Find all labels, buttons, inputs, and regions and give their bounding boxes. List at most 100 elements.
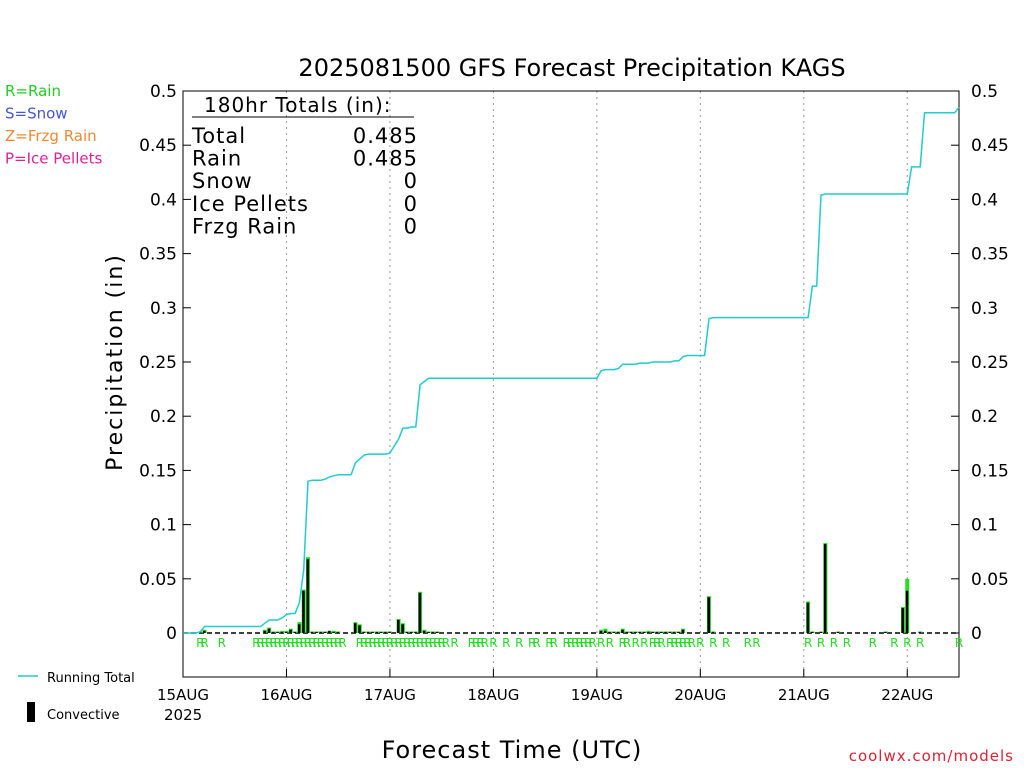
bar-convective-51 <box>651 631 654 633</box>
type-marker-34: R <box>399 636 407 650</box>
type-marker-25: R <box>360 636 368 650</box>
y-tick-label-left-0: 0 <box>166 624 177 644</box>
x-axis-label: Forecast Time (UTC) <box>382 736 643 764</box>
y-tick-label-right-3: 0.15 <box>971 461 1009 481</box>
bar-convective-33 <box>414 631 417 633</box>
watermark: coolwx.com/models <box>849 747 1014 765</box>
totals-row-value-0: 0.485 <box>353 124 418 148</box>
bar-convective-23 <box>366 631 370 633</box>
y-tick-label-right-4: 0.2 <box>971 407 998 427</box>
type-legend-item-2: Z=Frzg Rain <box>5 127 97 145</box>
type-marker-41: R <box>429 636 437 650</box>
type-marker-18: R <box>317 636 325 650</box>
legend-label-running-total: Running Total <box>47 671 135 686</box>
y-tick-label-right-8: 0.4 <box>971 190 998 210</box>
type-marker-85: R <box>817 636 825 650</box>
type-marker-51: R <box>502 636 510 650</box>
bar-convective-30 <box>401 624 404 633</box>
type-legend-item-0: R=Rain <box>5 82 61 100</box>
bar-convective-21 <box>358 625 361 633</box>
bar-convective-16 <box>323 631 327 633</box>
bar-convective-53 <box>660 631 663 633</box>
x-axis: 15AUG 16AUG 17AUG 18AUG 19AUG 20AUG 21AUG 22AUG <box>157 669 933 704</box>
bar-convective-11 <box>302 590 305 633</box>
bar-convective-62 <box>810 631 814 633</box>
bar-convective-61 <box>806 602 810 633</box>
totals-rows: Total 0.485 Rain 0.485 Snow 0 Ice Pellets 0 Frzg… <box>191 124 418 238</box>
bar-convective-64 <box>823 544 827 633</box>
bar-convective-58 <box>681 629 685 633</box>
type-marker-32: R <box>390 636 398 650</box>
bar-convective-67 <box>901 608 904 633</box>
bar-convective-69 <box>918 631 922 633</box>
type-marker-21: R <box>330 636 338 650</box>
bar-convective-42 <box>612 631 616 633</box>
type-marker-45: R <box>450 636 458 650</box>
bar-convective-1 <box>203 630 206 633</box>
type-marker-11: R <box>287 636 295 650</box>
type-marker-61: R <box>580 636 588 650</box>
type-marker-38: R <box>416 636 424 650</box>
bar-convective-15 <box>319 631 322 633</box>
type-marker-6: R <box>265 636 273 650</box>
type-marker-87: R <box>843 636 851 650</box>
bar-convective-46 <box>629 631 633 633</box>
y-tick-label-left-2: 0.1 <box>150 516 177 536</box>
y-tick-label-right-5: 0.25 <box>971 353 1009 373</box>
y-tick-label-right-1: 0.05 <box>971 570 1009 590</box>
x-tick-label-1: 16AUG <box>260 686 312 704</box>
legend-label-convective: Convective <box>47 708 120 723</box>
bar-convective-13 <box>310 631 314 633</box>
type-marker-92: R <box>955 636 963 650</box>
y-axis-label: Precipitation (in) <box>103 253 128 471</box>
bar-convective-44 <box>621 629 624 633</box>
type-marker-67: R <box>623 636 631 650</box>
x-year-label: 2025 <box>164 706 202 724</box>
type-marker-55: R <box>545 636 553 650</box>
type-marker-16: R <box>308 636 316 650</box>
type-marker-60: R <box>575 636 583 650</box>
bar-convective-68 <box>905 590 909 633</box>
type-marker-20: R <box>325 636 333 650</box>
type-marker-69: R <box>640 636 648 650</box>
type-marker-75: R <box>675 636 683 650</box>
x-tick-label-2: 17AUG <box>364 686 416 704</box>
type-marker-77: R <box>683 636 691 650</box>
bar-convective-50 <box>647 631 650 633</box>
y-axis-right: 0 0.05 0.1 0.15 0.2 0.25 0.3 0.35 0.4 0.45 0.5 <box>951 82 1009 644</box>
type-marker-30: R <box>381 636 389 650</box>
type-marker-40: R <box>425 636 433 650</box>
bar-convective-24 <box>371 631 374 633</box>
y-tick-label-left-8: 0.4 <box>150 190 177 210</box>
x-tick-label-4: 19AUG <box>571 686 623 704</box>
type-marker-26: R <box>364 636 372 650</box>
grid-lines <box>285 91 908 677</box>
type-marker-78: R <box>688 636 696 650</box>
type-marker-68: R <box>631 636 639 650</box>
bar-convective-45 <box>625 631 629 633</box>
bar-convective-7 <box>284 631 288 633</box>
totals-row-value-2: 0 <box>404 169 418 193</box>
bar-convective-25 <box>375 631 378 633</box>
bar-convective-59 <box>707 597 710 633</box>
bar-convective-9 <box>293 631 297 633</box>
type-marker-39: R <box>420 636 428 650</box>
series-legend: Running Total Convective <box>18 671 135 723</box>
type-marker-86: R <box>830 636 838 650</box>
bar-convective-32 <box>409 631 413 633</box>
type-marker-79: R <box>696 636 704 650</box>
hourly-precip-bars <box>198 543 923 633</box>
bar-convective-52 <box>655 631 659 633</box>
type-marker-91: R <box>916 636 924 650</box>
bar-convective-36 <box>427 631 430 633</box>
running-total-line <box>183 106 960 634</box>
y-tick-label-right-7: 0.35 <box>971 245 1009 265</box>
bar-convective-27 <box>384 631 387 633</box>
totals-row-label-1: Rain <box>192 147 242 171</box>
type-marker-49: R <box>481 636 489 650</box>
type-marker-62: R <box>584 636 592 650</box>
type-marker-5: R <box>261 636 269 650</box>
totals-row-label-2: Snow <box>192 169 253 193</box>
bar-convective-41 <box>608 631 611 633</box>
